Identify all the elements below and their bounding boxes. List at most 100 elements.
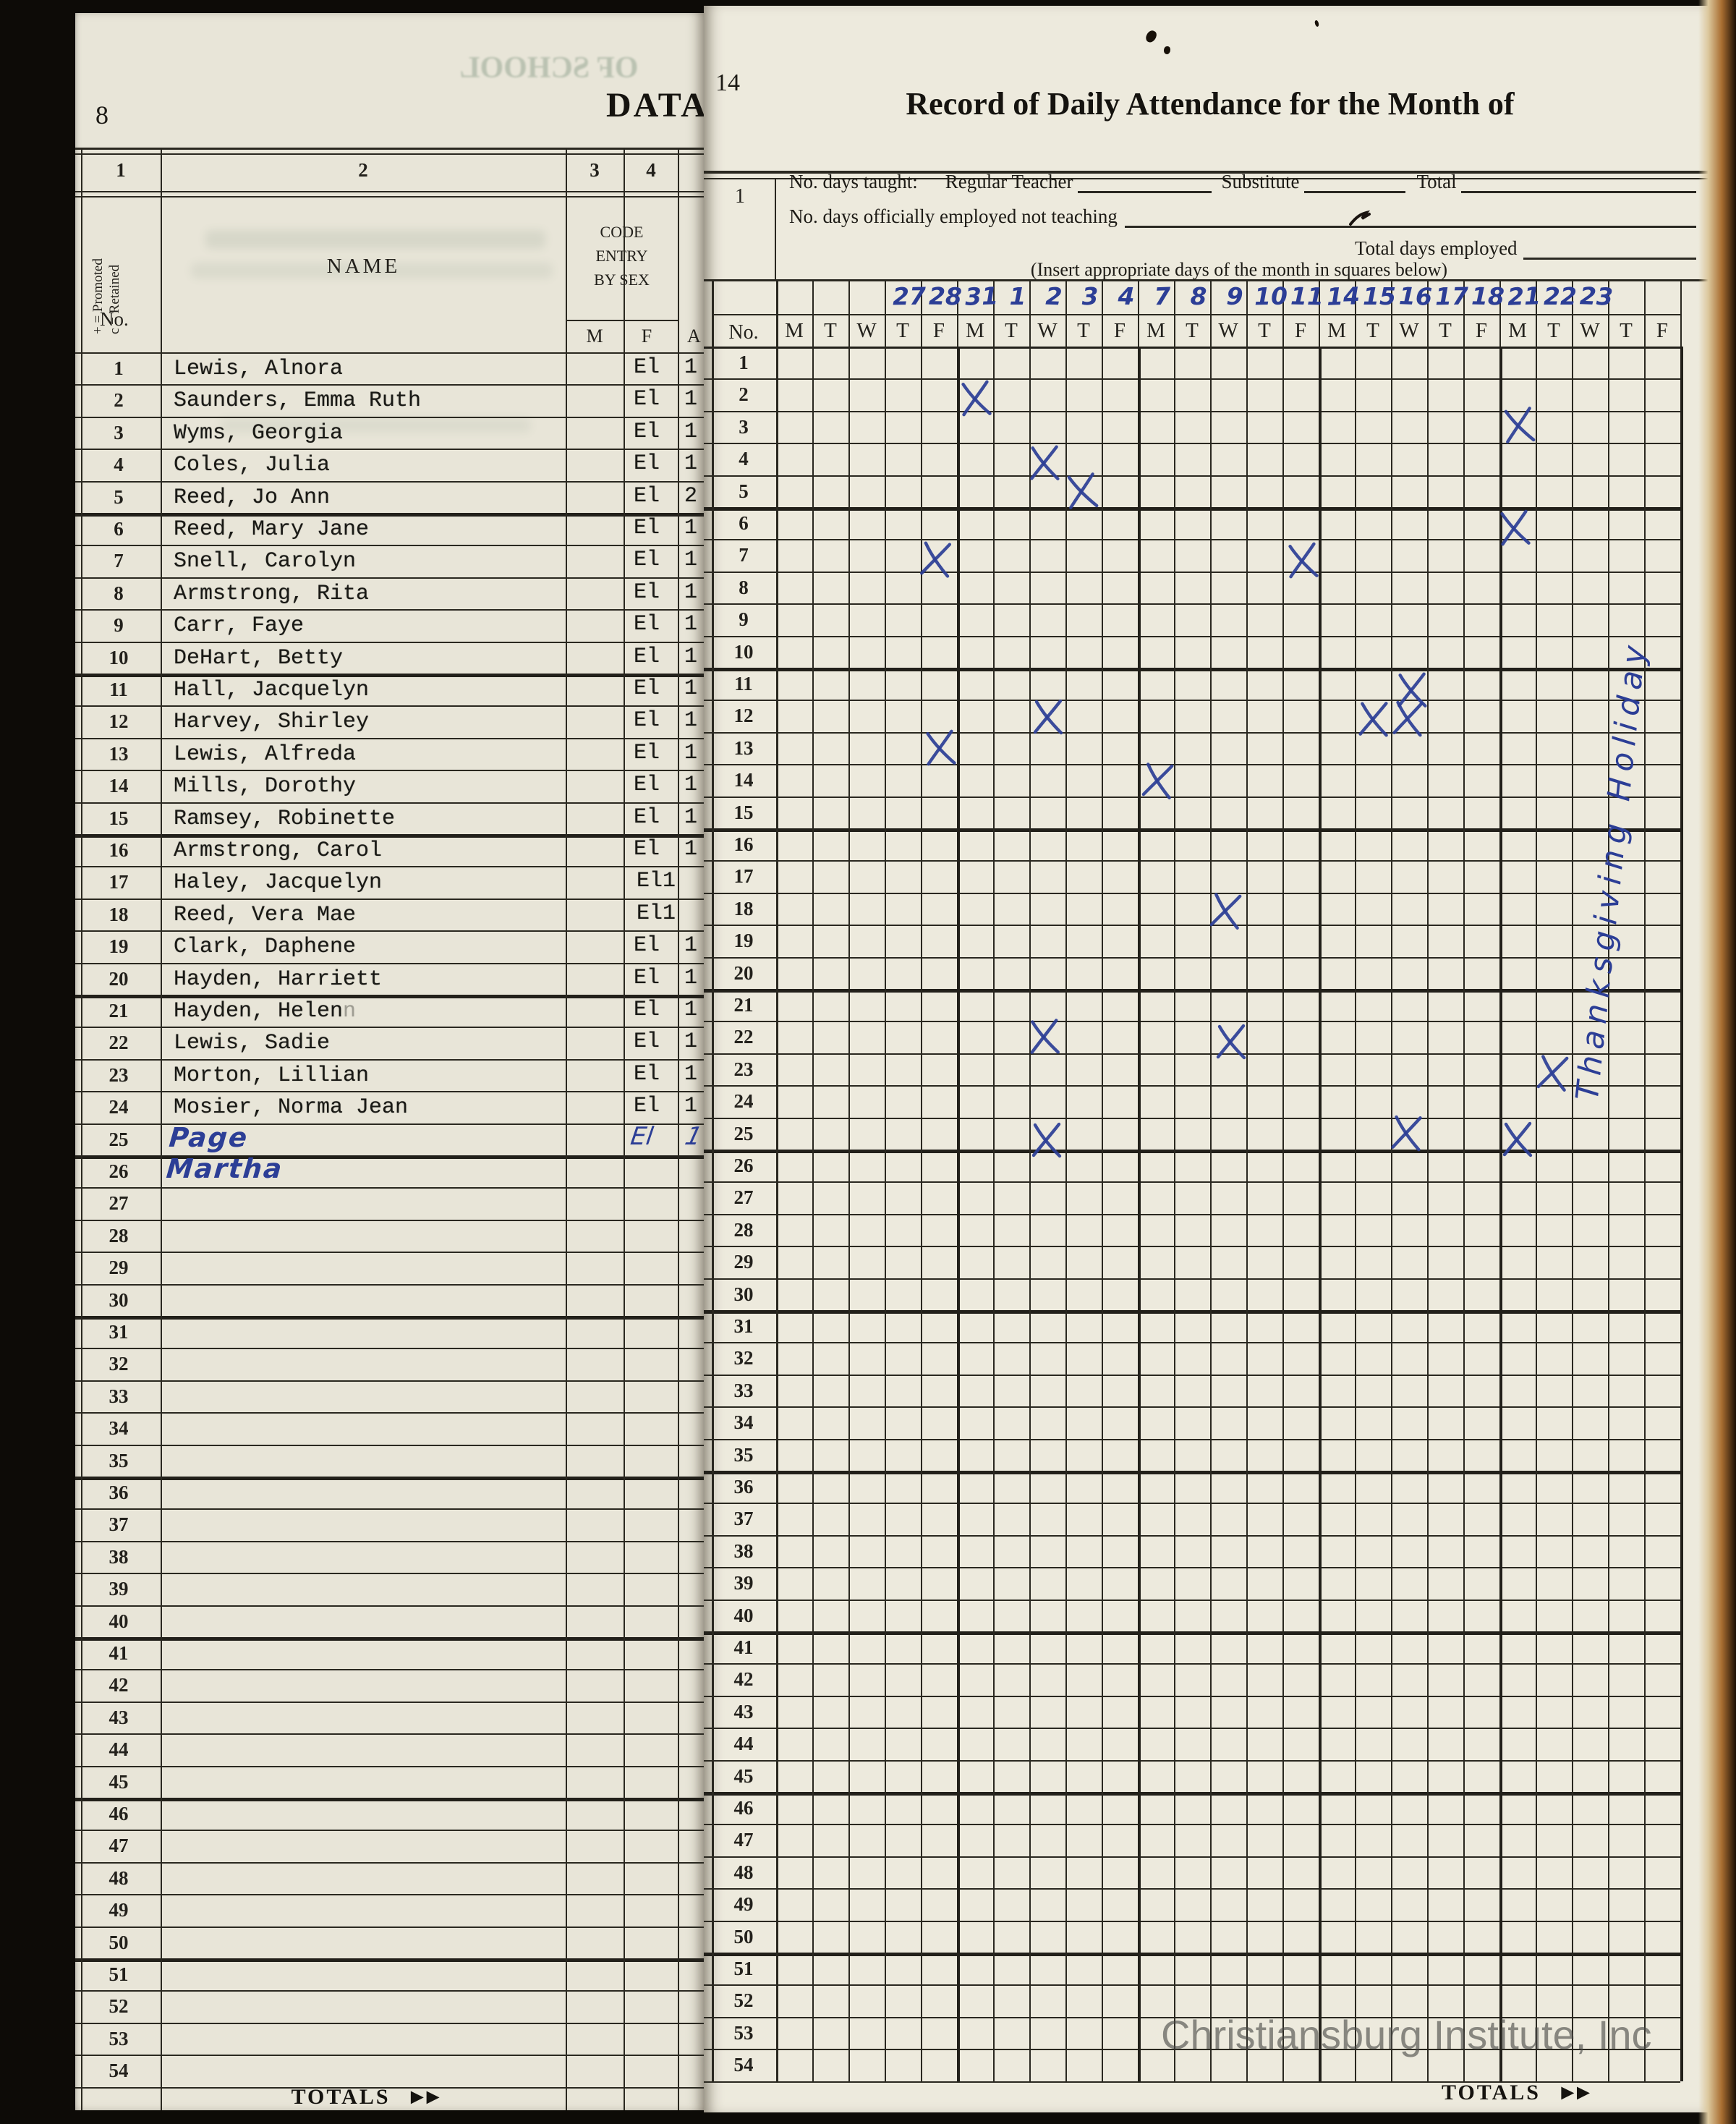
row-number: 44 [733, 1733, 754, 1755]
row-number: 8 [114, 582, 124, 604]
student-name: Haley, Jacquelyn [174, 870, 383, 896]
absence-x-mark [1391, 1115, 1422, 1151]
row-number: 1 [739, 352, 749, 373]
grid-row-line [704, 443, 1680, 445]
grid-row-line [704, 1728, 1680, 1730]
row-number: 2 [114, 389, 124, 412]
student-code: El [634, 612, 660, 637]
header-column-line [1608, 279, 1609, 347]
grid-row-line [704, 1984, 1680, 1987]
date-number: 15 [1363, 282, 1396, 310]
weekday-letter: T [1366, 319, 1379, 342]
row-number: 23 [733, 1058, 754, 1080]
row-number: 9 [114, 614, 124, 637]
row-number: 42 [733, 1668, 754, 1691]
row-number: 4 [114, 454, 124, 476]
row-line [75, 1380, 704, 1382]
row-line [75, 1765, 704, 1767]
grid-column-line [1065, 347, 1067, 2081]
student-code: El [634, 548, 660, 573]
rule-line [775, 178, 776, 279]
student-name: Reed, Jo Ann [174, 485, 331, 510]
left-totals-label: TOTALS ►► [198, 2085, 531, 2110]
row-number: 43 [109, 1706, 129, 1728]
row-number: 17 [733, 865, 754, 888]
student-code: El [634, 483, 660, 509]
row-number: 18 [733, 897, 754, 919]
row-line [75, 577, 704, 579]
row-number: 29 [733, 1251, 754, 1273]
grid-row-line [704, 475, 1680, 477]
row-number: 3 [114, 421, 124, 443]
row-number: 13 [733, 736, 754, 759]
row-number: 10 [109, 646, 129, 668]
student-code: El [634, 1094, 660, 1119]
bleedthrough-text: OF SCHOOL [459, 51, 639, 85]
grid-row-line [704, 2049, 1680, 2051]
male-column-header: M [586, 326, 603, 347]
row-number: 50 [733, 1925, 754, 1947]
date-number: 11 [1290, 281, 1324, 311]
student-edge-digit-handwritten: 1 [682, 1121, 704, 1151]
row-number: 17 [109, 871, 129, 893]
row-number: 40 [109, 1610, 129, 1632]
column-number-4: 4 [646, 159, 656, 181]
row-number: 19 [733, 930, 754, 952]
days-taught-line: No. days taught: Regular Teacher Substit… [789, 169, 1696, 193]
row-number: 53 [733, 2021, 754, 2044]
row-number: 53 [109, 2027, 129, 2049]
absence-x-mark [1504, 406, 1536, 443]
grid-column-line [1680, 347, 1683, 2081]
header-column-line [848, 279, 850, 347]
row-number: 21 [109, 1000, 129, 1021]
student-name: Wyms, Georgia [174, 420, 344, 446]
column-line [161, 148, 162, 2110]
grid-column-line [1536, 347, 1537, 2081]
row-line [75, 930, 704, 933]
student-code: El [634, 579, 660, 605]
column-line [624, 148, 625, 2110]
header-column-line [1138, 279, 1139, 347]
header-column-line [1282, 279, 1284, 347]
row-number: 4 [739, 448, 749, 470]
header-column-line [1427, 279, 1429, 347]
header-column-line [1644, 279, 1646, 347]
grid-row-line [704, 1888, 1680, 1890]
row-line [75, 1508, 704, 1511]
student-code: El [634, 804, 660, 830]
grid-row-line [704, 1856, 1680, 1858]
row-line [75, 1958, 704, 1962]
date-number: 7 [1153, 281, 1172, 311]
total-days-employed-line: Total days employed [1355, 236, 1696, 260]
student-edge-digit: 1 [684, 676, 698, 701]
student-code: El [634, 676, 660, 701]
totals-arrow-icon: ►► [1557, 2081, 1594, 2104]
row-line [75, 898, 704, 900]
left-corner-title: DATA [606, 86, 704, 124]
weekday-letter: T [1258, 319, 1271, 342]
attendance-title: Record of Daily Attendance for the Month… [906, 86, 1515, 122]
row-number: 36 [109, 1482, 129, 1503]
row-number: 15 [109, 807, 129, 829]
row-line [75, 352, 704, 354]
row-number: 11 [109, 679, 128, 700]
column-line [566, 148, 567, 2110]
weekday-letter: M [966, 319, 984, 342]
student-name: Hayden, Harriett [174, 967, 383, 992]
row-number: 34 [109, 1417, 129, 1440]
grid-column-line [1210, 347, 1212, 2081]
rule-line [75, 153, 704, 155]
absence-x-mark [1536, 1055, 1569, 1092]
weekday-letter: W [1218, 319, 1238, 342]
weekday-letter: W [856, 319, 877, 342]
totals-text: TOTALS [1442, 2081, 1541, 2104]
row-number: 54 [109, 2060, 129, 2082]
row-number: 40 [733, 1604, 754, 1626]
grid-row-line [704, 1438, 1680, 1440]
date-number: 8 [1190, 282, 1207, 310]
row-number: 33 [109, 1385, 129, 1407]
row-number: 37 [733, 1508, 754, 1530]
student-name: Harvey, Shirley [174, 710, 370, 735]
row-line [75, 995, 704, 998]
grid-column-line [1102, 347, 1103, 2081]
